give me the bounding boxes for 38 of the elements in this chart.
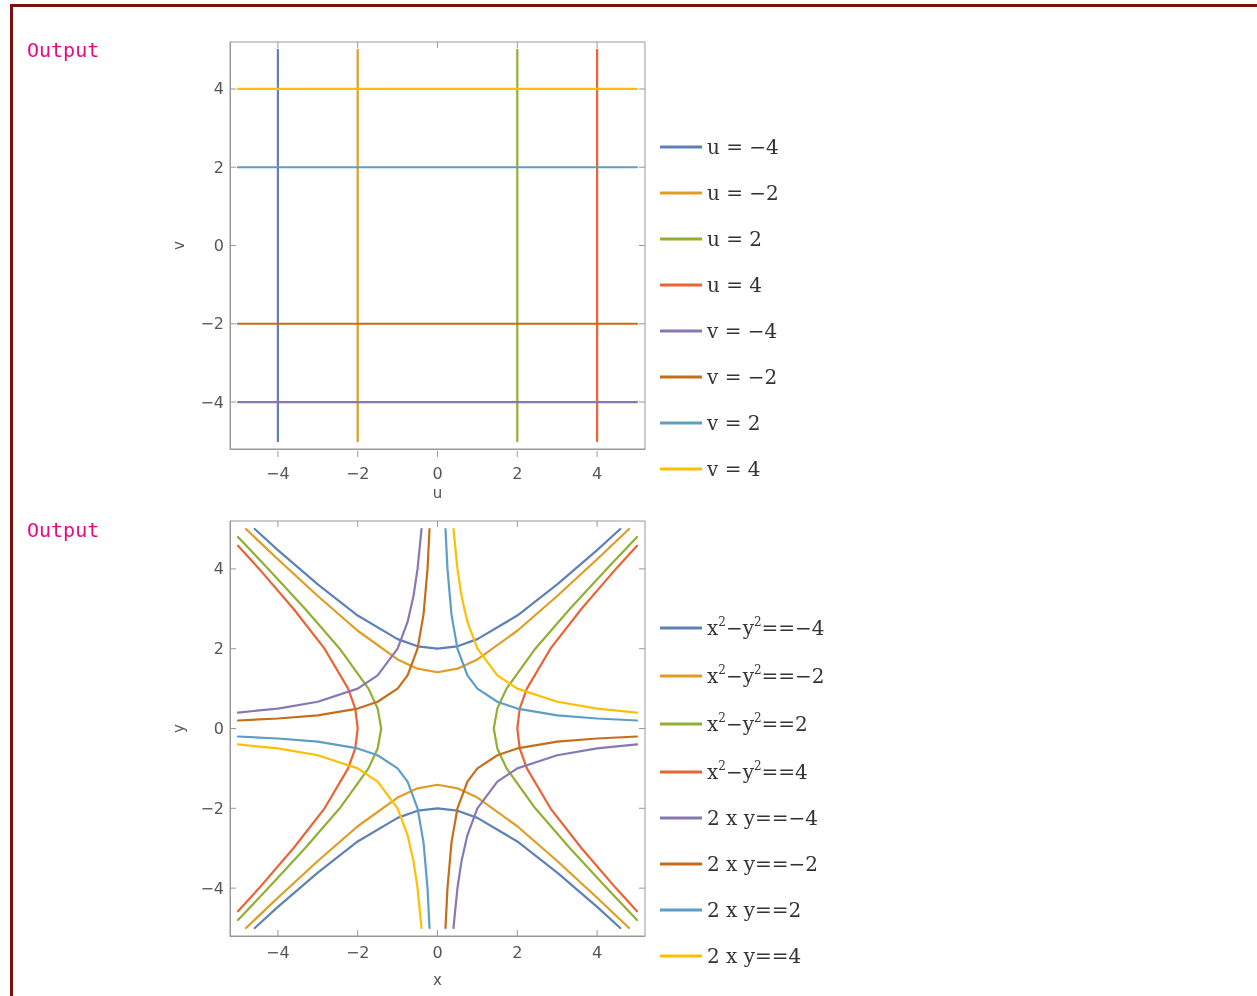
- legend-label: u = 4: [707, 273, 763, 297]
- x-tick-label: 4: [592, 942, 603, 962]
- legend-label: 2 x y==2: [707, 898, 802, 922]
- x-tick-label: −4: [266, 463, 290, 483]
- x-tick-label: 2: [512, 942, 523, 962]
- legend-label: v = 4: [706, 457, 761, 481]
- legend-label: v = −4: [706, 319, 778, 343]
- y-axis-title: y: [169, 723, 188, 733]
- text: Output: [27, 518, 100, 542]
- legend-label: u = −2: [707, 181, 779, 205]
- legend-label: 2 x y==−2: [707, 852, 819, 876]
- text: Output: [27, 38, 100, 62]
- y-tick-label: 4: [213, 559, 224, 579]
- legend-label: v = 2: [706, 411, 761, 435]
- y-tick-label: 0: [213, 719, 224, 738]
- y-tick-label: 4: [213, 79, 224, 99]
- y-tick-label: −2: [200, 798, 224, 818]
- y-tick-label: −4: [200, 392, 224, 412]
- x-tick-label: −2: [345, 463, 370, 483]
- x-tick-label: −4: [266, 942, 290, 962]
- x-tick-label: 2: [512, 463, 523, 483]
- legend-label: 2 x y==4: [707, 944, 802, 968]
- x-tick-label: 4: [592, 463, 603, 483]
- y-tick-label: 2: [213, 157, 224, 177]
- x-tick-label: 0: [432, 942, 443, 962]
- legend-label: u = −4: [707, 135, 779, 159]
- y-tick-label: 0: [213, 236, 224, 255]
- y-tick-label: −4: [200, 878, 224, 898]
- x-tick-label: 0: [432, 463, 443, 483]
- legend-label: u = 2: [707, 227, 763, 251]
- x-tick-label: −2: [345, 942, 370, 962]
- y-tick-label: −2: [200, 314, 224, 334]
- legend-label: 2 x y==−4: [707, 806, 819, 830]
- y-tick-label: 2: [213, 639, 224, 659]
- y-axis-title: v: [169, 240, 188, 250]
- x-axis-title: x: [433, 970, 443, 989]
- x-axis-title: u: [432, 483, 443, 502]
- legend-label: v = −2: [706, 365, 778, 389]
